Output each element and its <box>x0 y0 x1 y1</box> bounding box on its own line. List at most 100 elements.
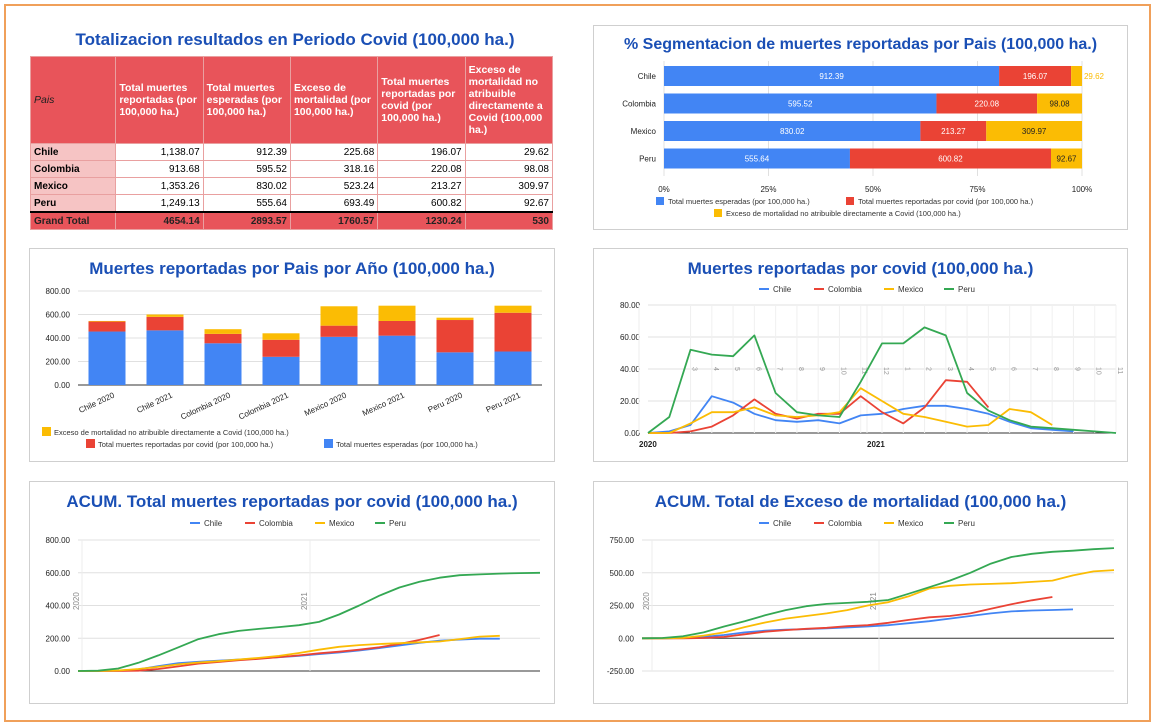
year-label: 2020 <box>642 592 651 610</box>
bar-segment <box>262 333 300 340</box>
y-tick-label: 400.00 <box>46 602 71 611</box>
x-tick-label: Mexico 2020 <box>303 390 348 418</box>
bar-segment <box>1050 148 1082 169</box>
month-label: 6 <box>754 367 761 371</box>
month-label: 10 <box>839 367 846 375</box>
cell: 220.08 <box>377 160 466 178</box>
bar-segment <box>436 352 474 385</box>
legend-label: Total muertes reportadas por covid (por … <box>858 197 1034 206</box>
table-row: Mexico 1,353.26 830.02 523.24 213.27 309… <box>29 177 554 195</box>
cell: 530 <box>464 211 554 230</box>
legend-label: Exceso de mortalidad no atribuible direc… <box>54 428 289 437</box>
segmentation-chart: 0% 25% 50% 75% 100% Chile 912.39 196.07 29.62 Col… <box>622 61 1105 218</box>
by-year-panel: Muertes reportadas por Pais por Año (100… <box>29 248 555 462</box>
series-line <box>78 634 500 672</box>
row-label: Peru <box>29 194 117 213</box>
bar-segment <box>146 330 184 385</box>
acum-exceso-panel: ACUM. Total de Exceso de mortalidad (100… <box>593 481 1128 704</box>
series-line <box>642 569 1115 640</box>
bar-segment <box>494 351 532 385</box>
month-label: 7 <box>776 367 783 371</box>
data-label: 595.52 <box>788 100 813 109</box>
month-label: 3 <box>946 367 953 371</box>
legend-label: Total muertes esperadas (por 100,000 ha.… <box>668 197 810 206</box>
x-tick-label: Mexico 2021 <box>361 390 406 418</box>
acum-covid-title: ACUM. Total muertes reportadas por covid… <box>66 492 518 511</box>
month-label: 9 <box>818 367 825 371</box>
bar-segment <box>320 336 358 385</box>
cell: 523.24 <box>289 177 379 195</box>
bar-segment <box>204 343 242 385</box>
dashboard-frame <box>4 4 1151 722</box>
month-label: 12 <box>882 367 889 375</box>
bar-segment <box>378 305 416 321</box>
legend-swatch <box>846 197 854 205</box>
legend-label: Peru <box>958 519 975 528</box>
legend-label: Chile <box>204 519 223 528</box>
legend-swatch <box>656 197 664 205</box>
month-label: 7 <box>1031 367 1038 371</box>
cell: 196.07 <box>377 143 466 161</box>
y-tick-label: -250.00 <box>607 667 635 676</box>
cell: 1,353.26 <box>115 177 204 195</box>
legend-label: Colombia <box>259 519 293 528</box>
month-label: 2 <box>925 367 932 371</box>
row-label: Chile <box>29 143 117 161</box>
bar-segment <box>262 356 300 385</box>
cell: 92.67 <box>464 194 554 213</box>
legend-label: Colombia <box>828 285 862 294</box>
bar-segment <box>849 148 1051 169</box>
series-line <box>648 387 1053 434</box>
legend-swatch <box>714 209 722 217</box>
legend-label: Mexico <box>329 519 355 528</box>
category-label: Mexico <box>631 127 657 136</box>
series-line <box>78 634 440 672</box>
covid-monthly-chart: Chile Colombia Mexico Peru 0.00 20.00 40.00 60.… <box>620 285 1123 449</box>
bar-segment <box>999 66 1072 86</box>
cell: 309.97 <box>464 177 554 195</box>
legend-swatch <box>324 439 333 448</box>
data-label: 196.07 <box>1023 72 1048 81</box>
category-label: Peru <box>639 155 656 164</box>
y-tick-label: 0.00 <box>624 429 640 438</box>
bar-segment <box>436 317 474 321</box>
x-tick-label: 100% <box>1072 185 1092 194</box>
x-tick-label: Chile 2021 <box>135 390 174 415</box>
cell: 913.68 <box>115 160 204 178</box>
cell: 555.64 <box>202 194 291 213</box>
cell: 98.08 <box>464 160 554 178</box>
data-label: 92.67 <box>1056 155 1077 164</box>
bar-segment <box>204 329 242 334</box>
table-row: Colombia 913.68 595.52 318.16 220.08 98.… <box>29 160 554 178</box>
bar-segment <box>664 148 850 169</box>
legend-label: Total muertes esperadas (por 100,000 ha.… <box>336 440 478 449</box>
y-tick-label: 200.00 <box>46 634 71 643</box>
header-exceso-no-covid: Exceso de mortalidad no atribuible direc… <box>464 56 554 144</box>
bar-segment <box>1071 66 1082 86</box>
segmentation-panel: % Segmentacion de muertes reportadas por… <box>593 25 1128 230</box>
cell: 2893.57 <box>202 211 291 230</box>
y-tick-label: 40.00 <box>620 365 641 374</box>
cell: 1,138.07 <box>115 143 204 161</box>
month-label: 5 <box>988 367 995 371</box>
x-tick-label: 0% <box>658 185 670 194</box>
cell: 1,249.13 <box>115 194 204 213</box>
data-label: 220.08 <box>975 100 1000 109</box>
cell: 318.16 <box>289 160 379 178</box>
row-label: Grand Total <box>29 211 117 230</box>
covid-monthly-title: Muertes reportadas por covid (100,000 ha… <box>687 259 1034 278</box>
series-line <box>642 608 1074 640</box>
y-tick-label: 60.00 <box>620 333 641 342</box>
cell: 1760.57 <box>289 211 379 230</box>
bar-segment <box>88 320 126 322</box>
header-pais: Pais <box>29 56 117 144</box>
legend-label: Chile <box>773 285 792 294</box>
legend-label: Mexico <box>898 519 924 528</box>
x-tick-label: Chile 2020 <box>77 390 116 415</box>
month-label: 11 <box>861 367 868 374</box>
by-year-chart: 0.00 200.00 400.00 600.00 800.00 Chile 2020 Ch… <box>42 287 542 449</box>
category-label: Colombia <box>622 100 656 109</box>
cell: 595.52 <box>202 160 291 178</box>
month-label: 3 <box>691 367 698 371</box>
bar-segment <box>664 93 937 114</box>
